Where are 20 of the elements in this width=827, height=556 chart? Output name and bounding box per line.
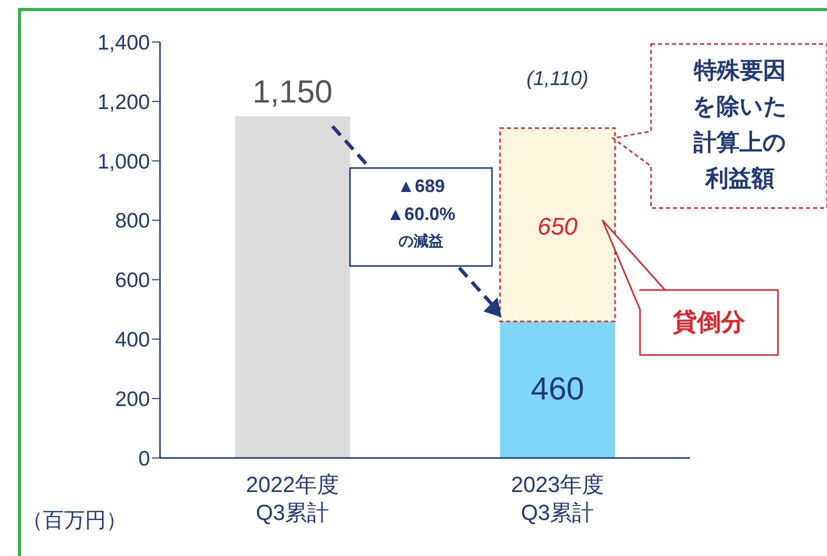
y-tick-label: 0 <box>138 447 150 470</box>
data-label: 1,150 <box>252 73 333 110</box>
x-tick-label: 2023年度 Q3累計 <box>511 472 604 525</box>
data-label: 460 <box>530 370 584 407</box>
text: 特殊要因を除いた計算上の利益額 <box>692 56 788 193</box>
y-tick-label: 800 <box>114 210 150 233</box>
bar <box>235 116 350 458</box>
data-label: 650 <box>537 214 578 241</box>
total-label: (1,110) <box>526 68 590 92</box>
y-tick-label: 1,200 <box>97 90 150 114</box>
x-tick-label: 2022年度 Q3累計 <box>246 472 339 525</box>
bar <box>500 321 615 458</box>
y-tick-label: 200 <box>114 388 150 412</box>
annotation: ▲689 ▲60.0% の減益 <box>386 175 456 252</box>
y-tick-label: 1,400 <box>97 31 150 54</box>
y-tick-label: 600 <box>114 269 150 292</box>
y-tick-label: 1,000 <box>97 150 150 174</box>
y-axis-title: （百万円） <box>22 508 127 534</box>
y-tick-label: 400 <box>114 328 150 352</box>
annotation: 貸倒分 <box>672 308 746 338</box>
